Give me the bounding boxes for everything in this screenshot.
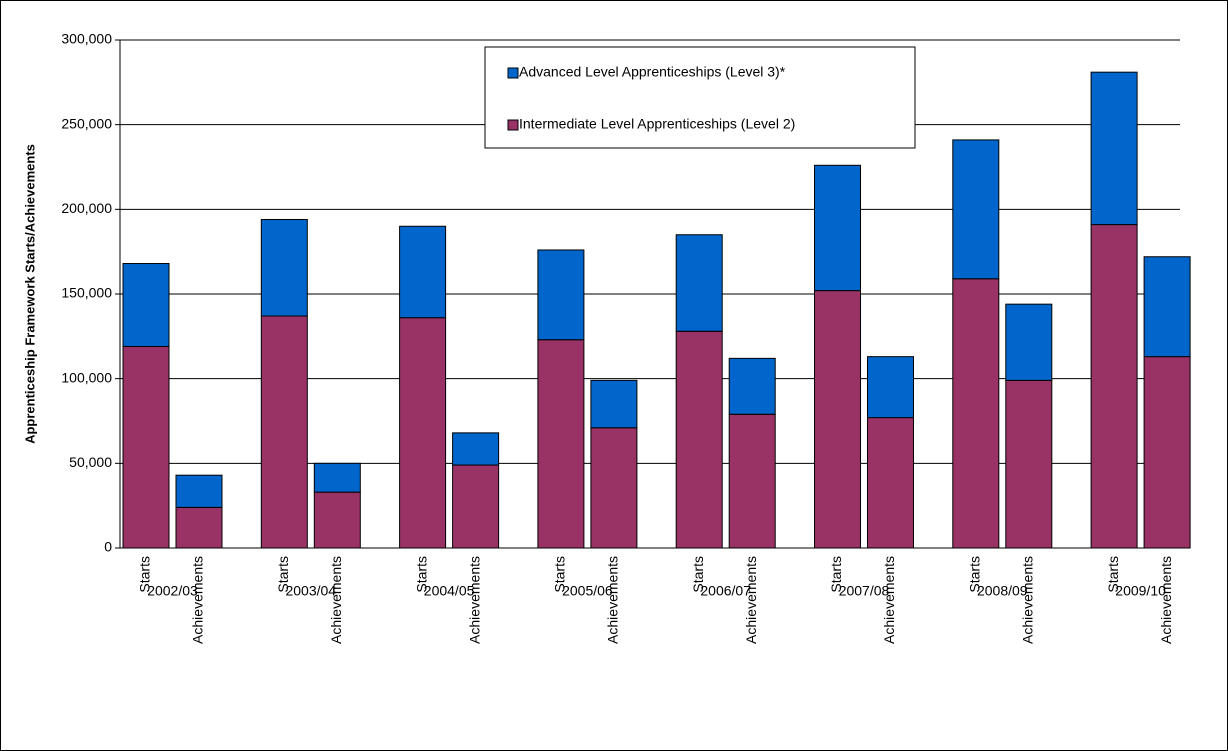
x-tick-label: Achievements — [328, 556, 344, 644]
bar-segment — [399, 225, 447, 319]
legend-label: Intermediate Level Apprenticeships (Leve… — [519, 116, 795, 132]
x-tick-label: Starts — [137, 556, 153, 593]
x-tick-label: Achievements — [1158, 556, 1174, 644]
bar-segment — [590, 379, 638, 429]
legend-swatch — [507, 119, 519, 131]
bar-segment — [590, 427, 638, 549]
bar-segment — [867, 417, 914, 549]
x-tick-label: Starts — [1105, 556, 1121, 593]
y-axis-label: Apprenticeship Framework Starts/Achievem… — [22, 144, 37, 444]
x-tick-label: Starts — [967, 556, 983, 593]
bar-segment — [728, 357, 776, 415]
bar-segment — [537, 339, 585, 549]
group-label: 2005/06 — [562, 583, 613, 599]
bar-segment — [1005, 379, 1053, 549]
legend-swatch — [507, 67, 519, 79]
x-tick-label: Starts — [413, 556, 429, 593]
group-label: 2003/04 — [285, 583, 336, 599]
bar-segment — [452, 432, 500, 466]
y-tick-label: 50,000 — [69, 454, 112, 470]
bar-segment — [675, 234, 723, 332]
bar-segment — [452, 464, 500, 549]
bar-segment — [175, 506, 223, 549]
x-tick-label: Starts — [690, 556, 706, 593]
bar-segment — [1090, 224, 1138, 549]
bar-segment — [313, 462, 361, 493]
bar-segment — [175, 474, 223, 508]
x-tick-label: Achievements — [1020, 556, 1036, 644]
y-tick-label: 200,000 — [61, 200, 112, 216]
bar-segment — [814, 290, 861, 549]
bar-segment — [537, 249, 585, 341]
bar-segment — [675, 330, 723, 549]
group-label: 2002/03 — [147, 583, 198, 599]
y-tick-label: 250,000 — [61, 115, 112, 131]
bar-segment — [1005, 303, 1053, 381]
group-label: 2009/10 — [1115, 583, 1166, 599]
bar-segment — [260, 315, 308, 549]
group-label: 2007/08 — [839, 583, 890, 599]
bar-segment — [1143, 356, 1191, 549]
bar-segment — [952, 139, 1000, 280]
bar-segment — [399, 317, 447, 549]
bar-segment — [122, 345, 170, 549]
legend-box — [484, 46, 916, 149]
y-tick-label: 150,000 — [61, 285, 112, 301]
x-tick-label: Achievements — [190, 556, 206, 644]
x-tick-label: Achievements — [881, 556, 897, 644]
y-tick-label: 0 — [104, 539, 112, 555]
bar-segment — [313, 491, 361, 549]
bar-segment — [260, 218, 308, 317]
group-label: 2008/09 — [977, 583, 1028, 599]
x-tick-label: Starts — [275, 556, 291, 593]
bar-segment — [1090, 71, 1138, 226]
y-tick-label: 100,000 — [61, 369, 112, 385]
x-tick-label: Achievements — [466, 556, 482, 644]
bar-segment — [728, 413, 776, 549]
bar-segment — [122, 263, 170, 347]
group-label: 2006/07 — [700, 583, 751, 599]
x-tick-label: Achievements — [743, 556, 759, 644]
x-tick-label: Achievements — [605, 556, 621, 644]
bar-segment — [952, 278, 1000, 549]
group-label: 2004/05 — [424, 583, 475, 599]
bar-segment — [1143, 256, 1191, 358]
bar-segment — [867, 356, 914, 419]
x-tick-label: Starts — [552, 556, 568, 593]
y-tick-label: 300,000 — [61, 31, 112, 47]
x-tick-label: Starts — [828, 556, 844, 593]
bar-segment — [814, 164, 861, 292]
legend-label: Advanced Level Apprenticeships (Level 3)… — [519, 64, 786, 80]
